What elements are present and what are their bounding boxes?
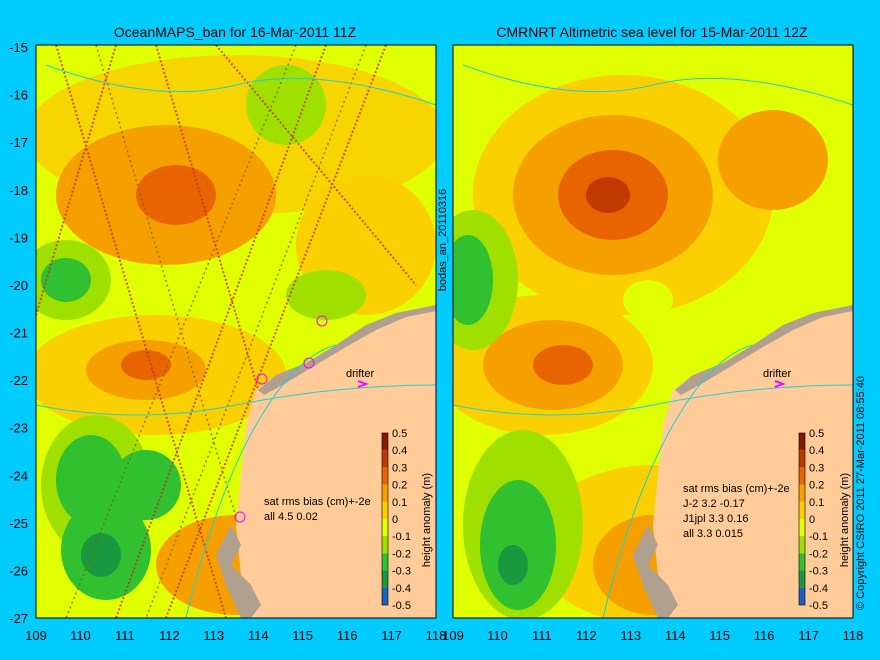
left-stats-line: all 4.5 0.02 [264,511,318,523]
colorbar-tick-label: -0.3 [809,566,828,578]
colorbar-tick-label: 0.4 [809,445,824,457]
colorbar-tick-label: -0.4 [392,583,411,595]
latitude-tick-label: -19 [9,230,28,245]
colorbar-tick-label: 0.4 [392,445,407,457]
right-map-panel: CMRNRT Altimetric sea level for 15-Mar-2… [452,24,854,619]
colorbar-segment [799,536,805,554]
latitude-tick-label: -16 [9,88,28,103]
right-longitude-tick-label: 111 [532,628,552,643]
left-longitude-tick-label: 115 [292,628,313,643]
colorbar-segment [382,484,388,502]
colorbar-tick-label: 0.5 [809,428,824,440]
colorbar-tick-label: 0.3 [809,462,824,474]
colorbar-segment [382,570,388,588]
colorbar-segment [382,433,388,451]
colorbar-segment [799,553,805,571]
colorbar-segment [382,467,388,485]
right-stats-line-2: J1jpl 3.3 0.16 [683,513,748,525]
latitude-tick-label: -24 [9,468,28,483]
left-longitude-tick-label: 117 [381,628,402,643]
right-stats-line-3: all 3.3 0.015 [683,528,743,540]
left-longitude-tick-label: 114 [248,628,269,643]
right-drifter-arrow-icon [774,380,786,388]
copyright-label: © Copyright CSIRO 2011 27-Mar-2011 08:55… [855,376,867,610]
colorbar-tick-label: 0.2 [809,480,824,492]
colorbar-segment [382,587,388,605]
right-longitude-tick-label: 118 [843,628,864,643]
right-stats-header: sat rms bias (cm)+-2e [683,483,790,495]
colorbar-tick-label: 0.1 [392,497,407,509]
right-colorbar-title: height anomaly (m) [839,473,851,567]
colorbar-segment [382,450,388,468]
colorbar-segment [799,467,805,485]
right-longitude-tick-label: 116 [754,628,775,643]
latitude-tick-label: -18 [9,183,28,198]
latitude-tick-label: -21 [9,326,28,341]
right-longitude-tick-label: 117 [798,628,819,643]
colorbar-segment [382,501,388,519]
colorbar-tick-label: -0.3 [392,566,411,578]
left-drifter-arrow-icon [357,380,369,388]
left-longitude-tick-label: 118 [426,628,447,643]
colorbar-segment [799,450,805,468]
colorbar-tick-label: -0.4 [809,583,828,595]
right-longitude-tick-label: 109 [442,628,464,643]
latitude-tick-label: -26 [9,563,28,578]
left-longitude-tick-label: 110 [70,628,91,643]
right-longitude-tick-label: 113 [620,628,641,643]
right-panel-title: CMRNRT Altimetric sea level for 15-Mar-2… [496,24,808,40]
colorbar-segment [799,587,805,605]
colorbar-tick-label: 0.1 [809,497,824,509]
left-drifter-label: drifter [346,368,374,380]
right-longitude-tick-label: 114 [665,628,686,643]
left-colorbar-title: height anomaly (m) [421,473,433,567]
right-colorbar: 0.5 0.4 0.3 0.2 0.1 0 -0.1 -0.2 -0.3 -0.4 -0.5 [798,428,828,612]
colorbar-tick-label: -0.2 [392,548,411,560]
left-colorbar: 0.5 0.4 0.3 0.2 0.1 0 -0.1 -0.2 -0.3 -0.4 -0.5 [381,428,411,612]
right-stats-line-1: J-2 3.2 -0.17 [683,498,745,510]
colorbar-tick-label: -0.5 [809,600,828,612]
run-id-label: bodas_an_20110316 [437,189,449,292]
colorbar-tick-label: 0.5 [392,428,407,440]
latitude-tick-label: -25 [9,516,28,531]
right-drifter-label: drifter [763,368,791,380]
left-panel-title: OceanMAPS_ban for 16-Mar-2011 11Z [114,24,357,40]
left-map-panel: OceanMAPS_ban for 16-Mar-2011 11Z [35,24,437,619]
colorbar-segment [382,519,388,537]
left-longitude-ticks: 109 110 111 112 113 114 115 116 117 118 [25,628,446,643]
colorbar-tick-label: 0 [392,514,398,526]
colorbar-segment [799,433,805,451]
colorbar-tick-label: -0.5 [392,600,411,612]
left-longitude-tick-label: 111 [115,628,135,643]
colorbar-segment [382,553,388,571]
colorbar-tick-label: -0.1 [392,531,411,543]
colorbar-tick-label: 0.3 [392,462,407,474]
colorbar-segment [382,536,388,554]
right-longitude-tick-label: 115 [709,628,730,643]
latitude-tick-label: -15 [9,40,28,55]
colorbar-segment [799,570,805,588]
latitude-tick-label: -20 [9,278,28,293]
latitude-tick-label: -23 [9,421,28,436]
right-longitude-ticks: 109 110 111 112 113 114 115 116 117 118 [442,628,863,643]
colorbar-segment [799,519,805,537]
latitude-tick-label: -17 [9,135,28,150]
left-stats-header: sat rms bias (cm)+-2e [264,496,371,508]
colorbar-segment [799,484,805,502]
left-longitude-tick-label: 112 [159,628,180,643]
right-longitude-tick-label: 112 [576,628,597,643]
latitude-tick-label: -22 [9,373,28,388]
left-longitude-tick-label: 116 [337,628,358,643]
left-longitude-tick-label: 109 [25,628,47,643]
colorbar-tick-label: 0 [809,514,815,526]
colorbar-tick-label: -0.1 [809,531,828,543]
colorbar-tick-label: 0.2 [392,480,407,492]
colorbar-tick-label: -0.2 [809,548,828,560]
right-longitude-tick-label: 110 [487,628,508,643]
left-longitude-tick-label: 113 [203,628,224,643]
left-latitude-ticks: -15 -16 -17 -18 -19 -20 -21 -22 -23 -24 -25 -26 -27 [9,40,28,626]
latitude-tick-label: -27 [9,611,28,626]
colorbar-segment [799,501,805,519]
